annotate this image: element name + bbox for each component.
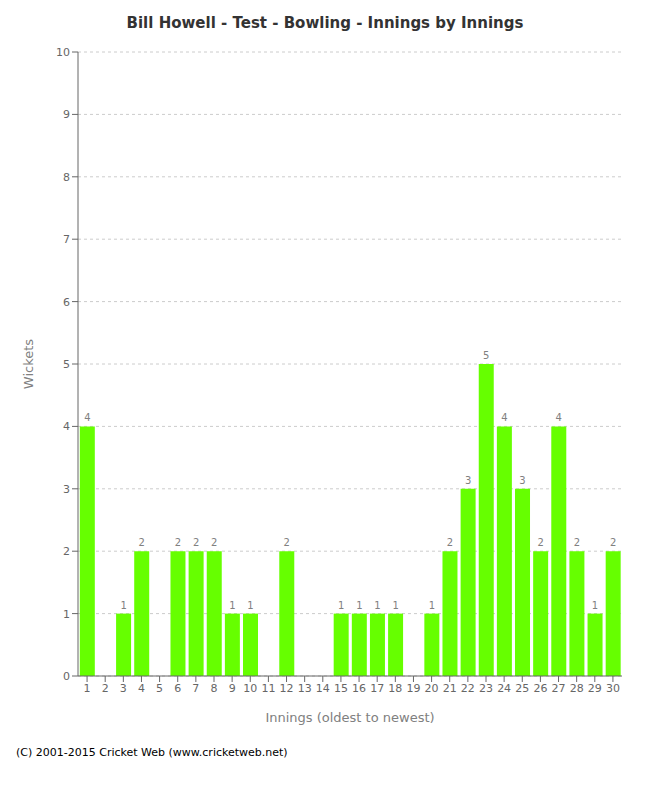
svg-text:1: 1 <box>84 682 91 695</box>
svg-text:4: 4 <box>556 412 562 423</box>
svg-text:9: 9 <box>229 682 236 695</box>
svg-text:2: 2 <box>211 537 217 548</box>
svg-text:9: 9 <box>63 108 70 121</box>
svg-text:2: 2 <box>447 537 453 548</box>
svg-text:3: 3 <box>120 682 127 695</box>
html-text:Bill Howell - Test - Bowling -: Bill Howell - Test - Bowling - Innings b… <box>126 14 524 32</box>
svg-text:25: 25 <box>515 682 529 695</box>
svg-text:21: 21 <box>443 682 457 695</box>
svg-text:15: 15 <box>334 682 348 695</box>
svg-text:1: 1 <box>338 600 344 611</box>
svg-text:7: 7 <box>192 682 199 695</box>
svg-text:13: 13 <box>298 682 312 695</box>
svg-text:30: 30 <box>606 682 620 695</box>
svg-text:2: 2 <box>63 545 70 558</box>
html-text:(C) 2001-2015 Cricket Web (www: (C) 2001-2015 Cricket Web (www.cricketwe… <box>16 746 288 759</box>
svg-text:2: 2 <box>574 537 580 548</box>
svg-text:2: 2 <box>102 682 109 695</box>
svg-text:14: 14 <box>316 682 330 695</box>
svg-text:20: 20 <box>425 682 439 695</box>
svg-text:5: 5 <box>156 682 163 695</box>
svg-text:28: 28 <box>570 682 584 695</box>
svg-text:10: 10 <box>243 682 257 695</box>
svg-text:16: 16 <box>352 682 366 695</box>
svg-text:1: 1 <box>592 600 598 611</box>
svg-text:10: 10 <box>56 46 70 59</box>
svg-text:2: 2 <box>175 537 181 548</box>
svg-text:22: 22 <box>461 682 475 695</box>
svg-text:1: 1 <box>247 600 253 611</box>
svg-text:0: 0 <box>63 670 70 683</box>
svg-text:6: 6 <box>174 682 181 695</box>
svg-text:26: 26 <box>533 682 547 695</box>
svg-text:4: 4 <box>501 412 507 423</box>
svg-text:Wickets: Wickets <box>21 339 36 389</box>
svg-text:2: 2 <box>139 537 145 548</box>
svg-text:4: 4 <box>63 420 70 433</box>
svg-text:3: 3 <box>63 483 70 496</box>
svg-text:1: 1 <box>229 600 235 611</box>
svg-text:3: 3 <box>465 475 471 486</box>
svg-text:1: 1 <box>63 608 70 621</box>
svg-text:12: 12 <box>280 682 294 695</box>
svg-text:2: 2 <box>537 537 543 548</box>
svg-text:19: 19 <box>406 682 420 695</box>
svg-text:29: 29 <box>588 682 602 695</box>
svg-text:18: 18 <box>388 682 402 695</box>
svg-text:7: 7 <box>63 233 70 246</box>
svg-text:4: 4 <box>138 682 145 695</box>
svg-text:8: 8 <box>211 682 218 695</box>
svg-text:27: 27 <box>552 682 566 695</box>
svg-text:24: 24 <box>497 682 511 695</box>
svg-text:5: 5 <box>63 358 70 371</box>
svg-text:2: 2 <box>284 537 290 548</box>
svg-text:5: 5 <box>483 350 489 361</box>
svg-text:8: 8 <box>63 171 70 184</box>
svg-text:6: 6 <box>63 296 70 309</box>
svg-text:3: 3 <box>519 475 525 486</box>
svg-text:17: 17 <box>370 682 384 695</box>
svg-text:1: 1 <box>392 600 398 611</box>
svg-text:2: 2 <box>193 537 199 548</box>
svg-text:1: 1 <box>429 600 435 611</box>
svg-text:1: 1 <box>120 600 126 611</box>
svg-text:11: 11 <box>261 682 275 695</box>
svg-text:1: 1 <box>356 600 362 611</box>
svg-text:4: 4 <box>84 412 90 423</box>
svg-text:1: 1 <box>374 600 380 611</box>
svg-text:23: 23 <box>479 682 493 695</box>
svg-text:Innings (oldest to newest): Innings (oldest to newest) <box>265 710 434 725</box>
svg-text:2: 2 <box>610 537 616 548</box>
